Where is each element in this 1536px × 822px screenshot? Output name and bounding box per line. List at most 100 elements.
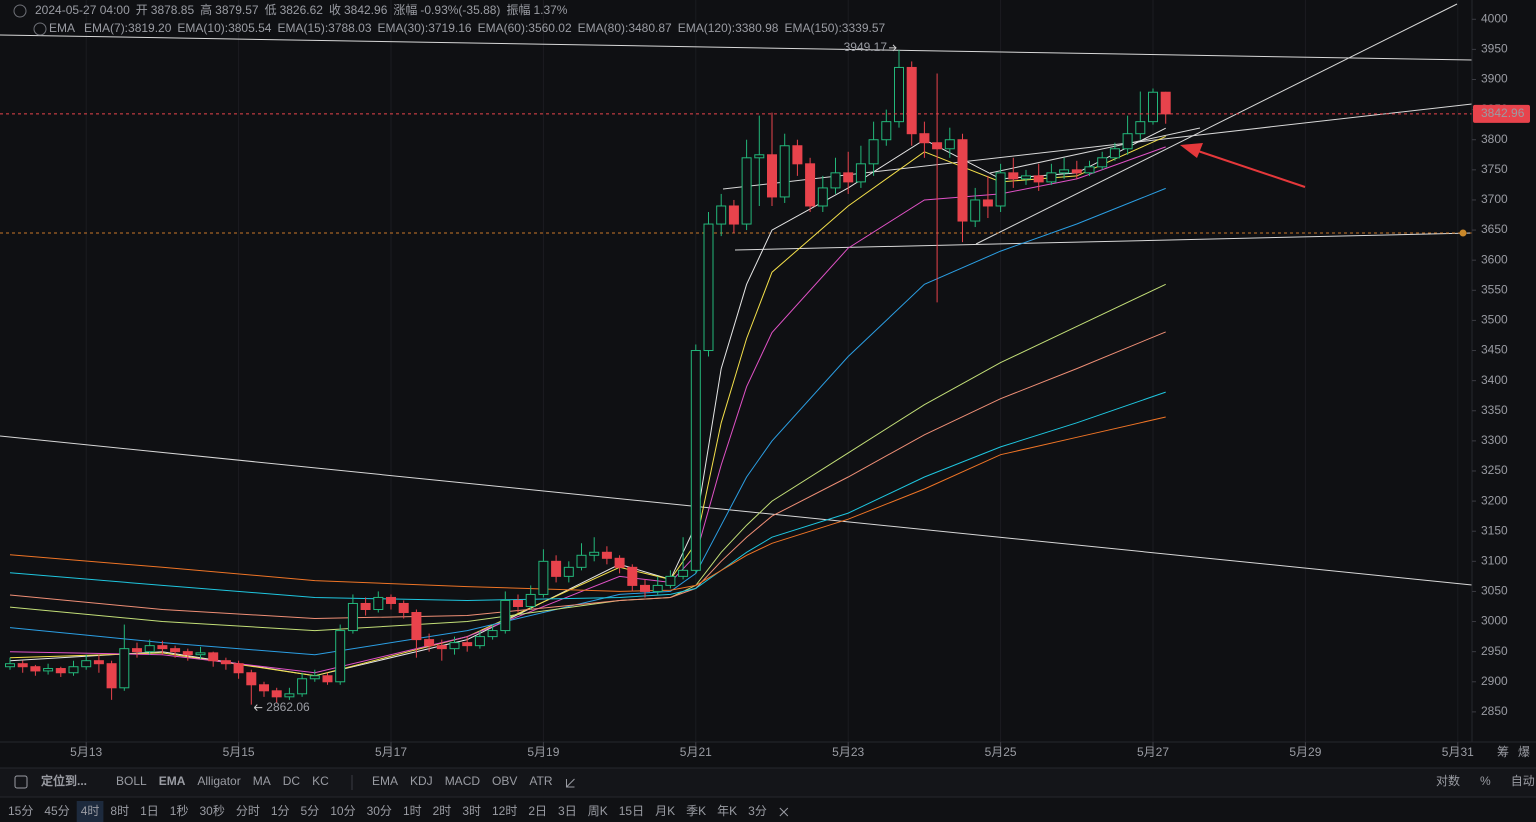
candle-body (970, 199, 981, 222)
interval-button[interactable]: 1日 (140, 804, 159, 818)
candle-body (754, 154, 765, 159)
indicator-button[interactable]: EMA (159, 774, 186, 788)
candle-body (767, 154, 777, 198)
collapse-icon[interactable] (13, 4, 27, 18)
interval-button[interactable]: 30分 (367, 804, 392, 818)
ohlc-value: 3879.57 (215, 3, 259, 17)
candle-body (513, 599, 523, 607)
candle-body (932, 142, 943, 150)
candle-body (119, 648, 130, 689)
y-tick-label: 3900 (1481, 72, 1508, 86)
legend-title: EMA (49, 21, 75, 35)
candle-body (30, 666, 41, 672)
indicator-button[interactable]: Alligator (197, 774, 240, 788)
candle-body (297, 678, 308, 695)
trend-line[interactable] (989, 127, 1201, 174)
candle-body (957, 139, 968, 222)
interval-button[interactable]: 3时 (462, 804, 481, 818)
plot: 3949.17 2862.06 (0, 40, 1472, 714)
locate-button[interactable]: 定位到... (41, 773, 87, 788)
candle-body (424, 639, 435, 647)
interval-button[interactable]: 10分 (330, 804, 355, 818)
x-tick-label: 5月13 (70, 745, 102, 759)
interval-button[interactable]: 15分 (8, 804, 33, 818)
candle-body (906, 66, 917, 135)
interval-button[interactable]: 8时 (110, 804, 129, 818)
scale-button[interactable]: 自动 (1511, 774, 1535, 788)
interval-button[interactable]: 45分 (44, 804, 69, 818)
ema-line (9, 331, 1166, 620)
interval-button[interactable]: 周K (588, 804, 608, 818)
candle-body (843, 172, 854, 183)
trend-line[interactable] (975, 3, 1458, 245)
candle-body (576, 554, 587, 568)
interval-button[interactable]: 3日 (558, 804, 577, 818)
candle-body (309, 675, 320, 680)
ohlc-value: 3842.96 (344, 3, 388, 17)
ohlc-label: 低 (265, 3, 277, 17)
interval-button[interactable]: 1分 (271, 804, 290, 818)
candle-body (779, 145, 790, 198)
candle-body (449, 642, 460, 650)
indicator-button[interactable]: MA (253, 774, 271, 788)
scale-button[interactable]: 对数 (1436, 773, 1460, 788)
indicator-button[interactable]: DC (283, 774, 301, 788)
ohlc-header: 2024-05-27 04:00 开 3878.85 高 3879.57 低 3826.62… (35, 2, 568, 17)
y-tick-label: 3300 (1481, 433, 1508, 447)
candle-body (398, 602, 409, 614)
interval-button[interactable]: 月K (655, 804, 675, 818)
x-tick-label: 5月21 (680, 745, 712, 759)
interval-button[interactable]: 3分 (748, 804, 767, 818)
candle-body (360, 602, 371, 611)
interval-button[interactable]: 1秒 (170, 804, 189, 818)
interval-button[interactable]: 1时 (403, 804, 422, 818)
interval-button[interactable]: 12时 (492, 804, 517, 818)
candle-body (182, 651, 193, 656)
trend-line[interactable] (0, 34, 1473, 61)
trend-line[interactable] (0, 435, 1473, 586)
candle-body (563, 566, 574, 577)
trend-line[interactable] (734, 232, 1473, 251)
visibility-icon[interactable] (33, 22, 47, 36)
x-tick-label: 5月15 (223, 745, 255, 759)
y-tick-label: 3400 (1481, 373, 1508, 387)
locate-icon[interactable] (14, 775, 28, 789)
indicator-button[interactable]: EMA (372, 774, 398, 788)
candle-body (144, 645, 155, 653)
datetime: 2024-05-27 04:00 (35, 3, 130, 17)
legend-entry: EMA(60):3560.02 (478, 21, 572, 35)
edit-icon[interactable] (565, 778, 575, 788)
interval-button[interactable]: 15日 (619, 804, 644, 818)
interval-button[interactable]: 年K (717, 804, 737, 818)
interval-button[interactable]: 2日 (528, 804, 547, 818)
y-tick-label: 3000 (1481, 614, 1508, 628)
candle-body (894, 66, 904, 123)
interval-button[interactable]: 2时 (433, 804, 452, 818)
y-tick-label: 3150 (1481, 523, 1508, 537)
candle-body (614, 557, 625, 568)
line-handle[interactable] (1459, 229, 1467, 237)
indicator-bar (0, 768, 1536, 797)
interval-button[interactable]: 30秒 (199, 804, 224, 818)
candle-body (43, 668, 54, 672)
indicator-button[interactable]: MACD (445, 774, 481, 788)
candle-body (868, 139, 879, 165)
indicator-button[interactable]: BOLL (116, 774, 147, 788)
y-tick-label: 3800 (1481, 132, 1508, 146)
interval-button[interactable]: 季K (686, 804, 706, 818)
interval-button[interactable]: 4时 (81, 804, 100, 818)
indicator-button[interactable]: KDJ (410, 774, 433, 788)
interval-button[interactable]: 5分 (301, 804, 320, 818)
candle-body (347, 602, 358, 632)
legend-entry: EMA(150):3339.57 (784, 21, 885, 35)
scale-button[interactable]: % (1480, 774, 1491, 788)
interval-button[interactable]: 分时 (236, 804, 260, 818)
indicator-button[interactable]: OBV (492, 774, 517, 788)
ohlc-value: -0.93%(-35.88) (420, 3, 500, 17)
close-icon[interactable] (779, 807, 789, 817)
active-interval-bg (76, 801, 104, 822)
indicator-button[interactable]: ATR (529, 774, 552, 788)
indicator-button[interactable]: KC (312, 774, 329, 788)
legend-entry: EMA(7):3819.20 (84, 21, 172, 35)
y-tick-label: 3950 (1481, 42, 1508, 56)
